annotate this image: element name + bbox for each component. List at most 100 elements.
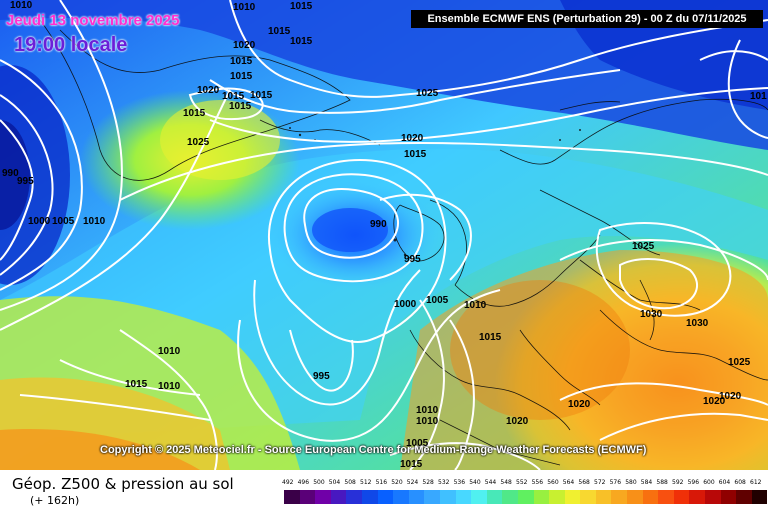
legend-swatch [284, 490, 300, 504]
legend-label: 612 [750, 479, 762, 486]
legend-swatch [689, 490, 706, 504]
svg-text:990: 990 [2, 168, 19, 179]
isobars [0, 0, 768, 470]
svg-text:1015: 1015 [400, 459, 423, 470]
legend-swatch [751, 490, 768, 504]
svg-text:1020: 1020 [703, 396, 726, 407]
legend-label: 592 [672, 479, 684, 486]
svg-text:1020: 1020 [197, 85, 220, 96]
legend-swatch [533, 490, 550, 504]
svg-text:1015: 1015 [222, 91, 245, 102]
legend-label: 512 [360, 479, 372, 486]
legend-swatch [299, 490, 316, 504]
svg-text:1025: 1025 [416, 88, 439, 99]
legend-label: 608 [734, 479, 746, 486]
legend-label: 544 [484, 479, 497, 486]
svg-text:1015: 1015 [125, 379, 148, 390]
svg-text:1015: 1015 [183, 108, 206, 119]
legend-swatch [549, 490, 565, 504]
svg-text:1020: 1020 [719, 391, 742, 402]
svg-text:1015: 1015 [290, 1, 313, 12]
legend-label: 524 [406, 479, 419, 486]
legend-swatch [502, 490, 518, 504]
legend-label: 604 [718, 479, 731, 486]
svg-text:1005: 1005 [52, 216, 75, 227]
legend-swatch [720, 490, 737, 504]
legend-swatch [486, 490, 503, 504]
legend-swatch [346, 490, 362, 504]
legend-swatch [393, 490, 409, 504]
legend-label: 576 [609, 479, 622, 486]
isobar-labels: 1010 1015 1010 1015 1015 1020 1015 1015 … [2, 0, 767, 470]
legend-label: 552 [516, 479, 528, 486]
legend-swatch [330, 490, 347, 504]
legend-label: 504 [328, 479, 341, 486]
legend-swatch [673, 490, 690, 504]
legend-label: 584 [640, 479, 653, 486]
legend-label: 548 [500, 479, 512, 486]
svg-text:1005: 1005 [426, 295, 449, 306]
map-title: Géop. Z500 & pression au sol [12, 475, 234, 493]
svg-text:1015: 1015 [229, 101, 252, 112]
legend-swatch [595, 490, 612, 504]
svg-text:1015: 1015 [479, 332, 502, 343]
legend-label: 568 [578, 479, 590, 486]
forecast-date: Jeudi 13 novembre 2025 [6, 12, 180, 29]
legend-label: 596 [687, 479, 700, 486]
legend-label: 556 [531, 479, 544, 486]
legend-swatch [315, 490, 331, 504]
legend-swatch [627, 490, 643, 504]
legend-swatch [361, 490, 378, 504]
legend-swatch [736, 490, 752, 504]
svg-text:995: 995 [17, 176, 34, 187]
legend-label: 508 [344, 479, 356, 486]
legend-swatch [564, 490, 581, 504]
svg-text:1030: 1030 [686, 318, 709, 329]
svg-text:1015: 1015 [230, 56, 253, 67]
legend-swatch [611, 490, 628, 504]
legend-swatch [471, 490, 487, 504]
forecast-lead-time: (+ 162h) [30, 494, 80, 507]
svg-text:1025: 1025 [632, 241, 655, 252]
svg-text:1010: 1010 [464, 300, 487, 311]
copyright-notice: Copyright © 2025 Meteociel.fr - Source E… [100, 444, 647, 456]
legend-swatch [377, 490, 394, 504]
svg-text:1010: 1010 [10, 0, 33, 11]
legend-label: 580 [625, 479, 637, 486]
legend-label: 536 [453, 479, 466, 486]
legend-swatch [517, 490, 534, 504]
legend-label: 588 [656, 479, 668, 486]
run-info-banner: Ensemble ECMWF ENS (Perturbation 29) - 0… [411, 10, 763, 28]
svg-text:1020: 1020 [568, 399, 591, 410]
svg-text:1020: 1020 [401, 133, 424, 144]
svg-text:1015: 1015 [404, 149, 427, 160]
legend-swatch [439, 490, 456, 504]
legend-label: 564 [562, 479, 575, 486]
color-legend [284, 490, 768, 504]
pressure-map: 1010 1015 1010 1015 1015 1020 1015 1015 … [0, 0, 768, 470]
legend-swatch [408, 490, 425, 504]
legend-label: 492 [282, 479, 294, 486]
svg-text:101: 101 [750, 91, 767, 102]
legend-swatch [658, 490, 674, 504]
svg-text:1020: 1020 [233, 40, 256, 51]
svg-text:1025: 1025 [728, 357, 751, 368]
svg-text:1015: 1015 [230, 71, 253, 82]
svg-text:1015: 1015 [290, 36, 313, 47]
svg-text:1025: 1025 [187, 137, 210, 148]
legend-label: 528 [422, 479, 434, 486]
svg-text:1010: 1010 [83, 216, 106, 227]
legend-label: 540 [469, 479, 481, 486]
svg-text:1005: 1005 [406, 438, 429, 449]
legend-swatch [580, 490, 596, 504]
legend-label: 500 [313, 479, 325, 486]
svg-text:1030: 1030 [640, 309, 663, 320]
svg-text:1010: 1010 [416, 416, 439, 427]
legend-label: 560 [547, 479, 559, 486]
svg-text:1020: 1020 [506, 416, 529, 427]
legend-label: 516 [375, 479, 388, 486]
svg-text:1015: 1015 [268, 26, 291, 37]
svg-text:1000: 1000 [394, 299, 417, 310]
svg-text:995: 995 [404, 254, 421, 265]
forecast-local-time: 19:00 locale [14, 34, 128, 56]
